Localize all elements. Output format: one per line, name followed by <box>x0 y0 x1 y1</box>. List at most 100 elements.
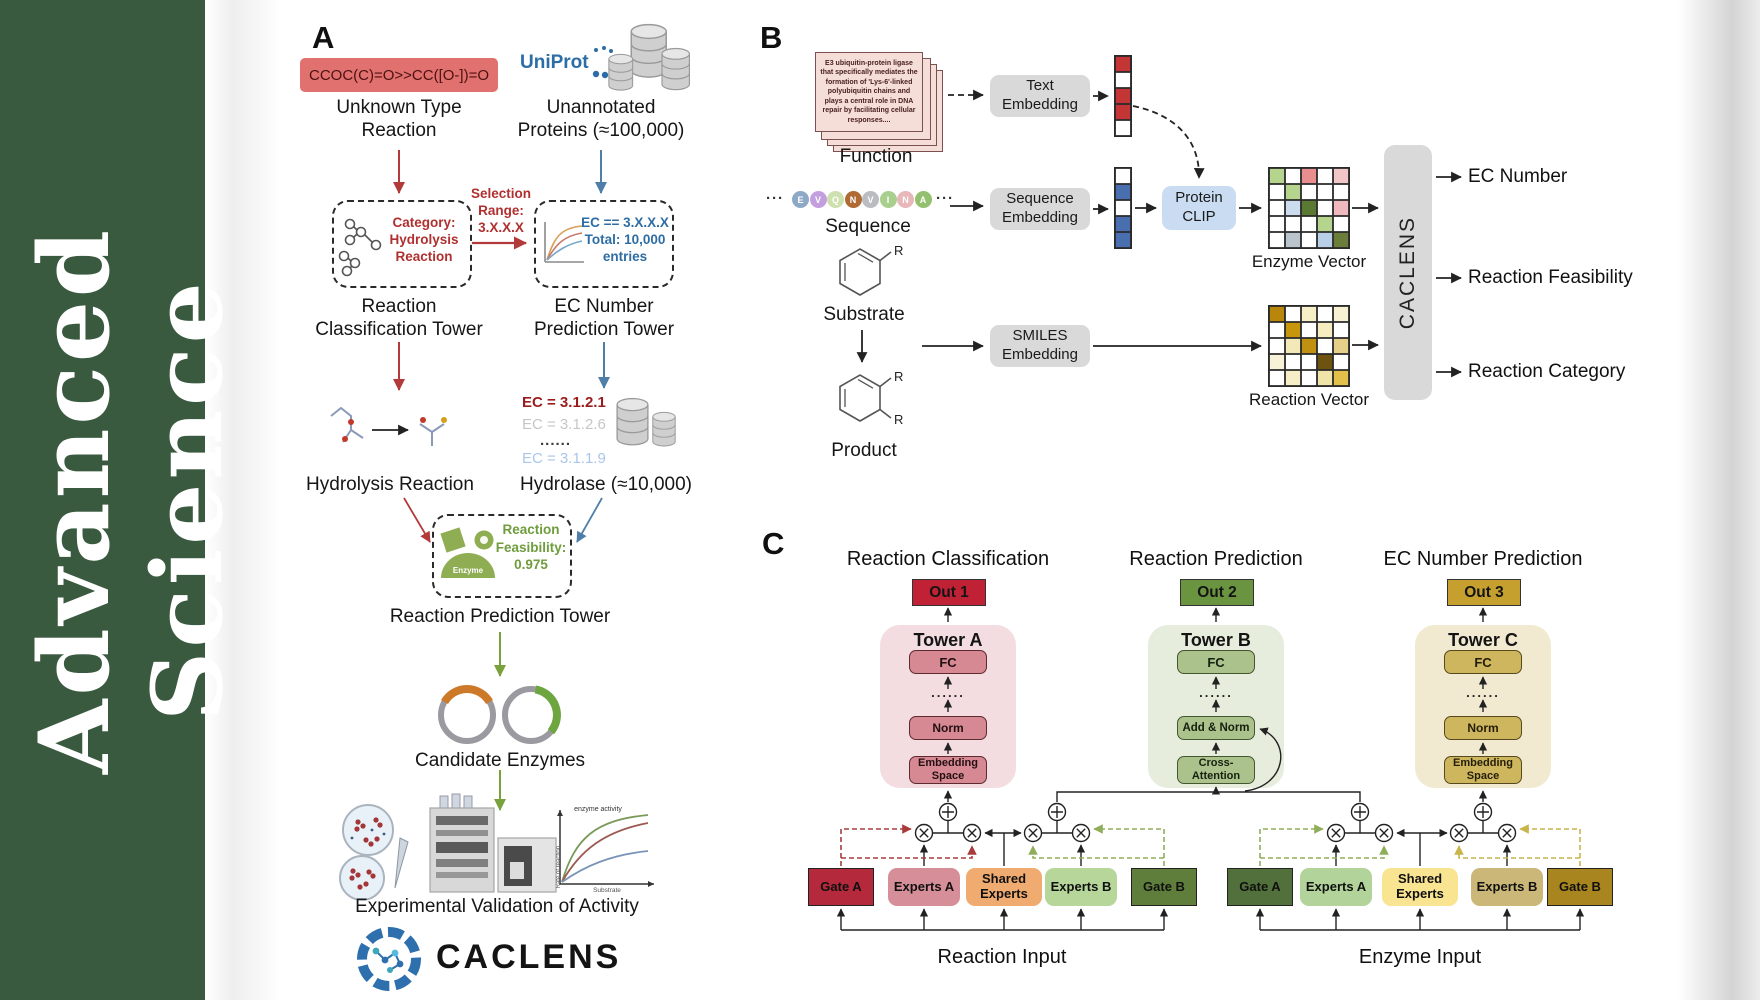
ec-result-2: EC = 3.1.2.6 <box>522 416 606 433</box>
function-card-text: E3 ubiquitin-protein ligase that specifi… <box>820 59 918 124</box>
hydrolysis-molecules <box>330 406 447 446</box>
reaction-vector-label: Reaction Vector <box>1248 390 1370 409</box>
out-2-box: Out 2 <box>1180 579 1254 606</box>
hplc-instrument-icon <box>429 793 557 893</box>
output-reaction-feasibility: Reaction Feasibility <box>1468 267 1633 288</box>
function-card: E3 ubiquitin-protein ligase that specifi… <box>815 52 923 132</box>
text-embedding-vector <box>1114 55 1132 137</box>
reaction-input-label: Reaction Input <box>937 946 1067 968</box>
reaction-classification-dashed-box <box>332 200 472 288</box>
residue-circle: N <box>844 191 862 208</box>
tower-b-title: Tower B <box>1181 630 1251 650</box>
tower-b-add-norm: Add & Norm <box>1177 716 1255 740</box>
sequence-label: Sequence <box>825 216 911 237</box>
petri-dish-icon <box>339 804 409 901</box>
residue-circle: E <box>792 191 809 208</box>
experimental-validation-label: Experimental Validation of Activity <box>355 896 639 917</box>
journal-title: Advanced Science <box>18 225 244 775</box>
reaction-gate-a: Gate A <box>808 868 874 906</box>
enzyme-vector-matrix <box>1268 167 1350 249</box>
caclens-model-label: CACLENS <box>1396 215 1419 330</box>
panel-a-label: A <box>312 20 335 55</box>
product-molecule <box>839 374 892 422</box>
hydrolase-database-icon <box>616 397 676 447</box>
sequence-ellipsis-right: ··· <box>936 190 954 207</box>
journal-sidebar: Advanced Science <box>0 0 244 1000</box>
ec-result-1: EC = 3.1.2.1 <box>522 394 606 411</box>
hydrolysis-reaction-label: Hydrolysis Reaction <box>306 474 474 495</box>
tower-a: Tower A FC ...... Norm Embedding Space <box>880 625 1016 788</box>
enzyme-icon-label: Enzyme <box>452 566 484 575</box>
tower-b-dots: ...... <box>1199 685 1233 700</box>
substrate-r-group: R <box>894 243 904 258</box>
caclens-brand-text: CACLENS <box>436 938 622 976</box>
tower-c-fc: FC <box>1444 650 1522 674</box>
enzyme-input-label: Enzyme Input <box>1358 946 1482 968</box>
classification-tower-label: Reaction Classification Tower <box>315 296 483 340</box>
plot-annotation: enzyme activity <box>574 806 622 813</box>
panel-c-label: C <box>762 526 785 561</box>
header-reaction-prediction: Reaction Prediction <box>1129 548 1303 570</box>
reaction-prediction-tower-label: Reaction Prediction Tower <box>389 606 611 627</box>
enzyme-shared-experts: Shared Experts <box>1382 868 1458 906</box>
product-label: Product <box>831 440 897 461</box>
smiles-embedding-box: SMILES Embedding <box>990 325 1090 367</box>
protein-clip-box: Protein CLIP <box>1162 186 1236 230</box>
residue-circle: V <box>809 191 827 208</box>
function-label: Function <box>839 146 913 167</box>
tower-a-dots: ...... <box>931 685 965 700</box>
tower-c-title: Tower C <box>1448 630 1518 650</box>
selection-range-label: Selection Range: 3.X.X.X <box>470 186 532 235</box>
hydrolase-label: Hydrolase (≈10,000) <box>519 474 693 495</box>
caclens-model-box: CACLENS <box>1384 145 1432 400</box>
enzyme-vector-label: Enzyme Vector <box>1251 252 1367 271</box>
reaction-feasibility-dashed-box <box>432 514 572 598</box>
enzyme-gate-b: Gate B <box>1547 868 1613 906</box>
ec-result-dots: ...... <box>540 432 572 449</box>
product-r-group-bottom: R <box>894 412 904 427</box>
caclens-logo-icon <box>357 927 421 991</box>
residue-circle: N <box>897 191 914 208</box>
feasibility-score-label: Reaction Feasibility: 0.975 <box>495 522 567 573</box>
candidate-enzymes-label: Candidate Enzymes <box>414 750 586 771</box>
tower-a-fc: FC <box>909 650 987 674</box>
ec-result-3: EC = 3.1.1.9 <box>522 450 606 467</box>
ec-curves-icon <box>544 222 584 263</box>
unannotated-proteins-label: Unannotated Proteins (≈100,000) <box>517 97 685 141</box>
substrate-label: Substrate <box>823 304 905 325</box>
tower-a-norm: Norm <box>909 716 987 740</box>
plasmid-icons <box>438 685 561 744</box>
enzyme-gate-a: Gate A <box>1227 868 1293 906</box>
tower-a-title: Tower A <box>913 630 983 650</box>
output-reaction-category: Reaction Category <box>1468 361 1626 382</box>
panel-b-label: B <box>760 20 783 55</box>
header-reaction-classification: Reaction Classification <box>846 548 1050 570</box>
protein-database-icon <box>608 23 691 91</box>
product-r-group-top: R <box>894 369 904 384</box>
reaction-vector-matrix <box>1268 305 1350 387</box>
sequence-ellipsis-left: ··· <box>766 190 784 207</box>
activity-plot-icon <box>557 810 654 887</box>
tower-c-norm: Norm <box>1444 716 1522 740</box>
category-hydrolysis-label: Category: Hydrolysis Reaction <box>389 215 459 264</box>
molecule-cluster-icon <box>338 218 382 277</box>
sequence-embedding-vector <box>1114 167 1132 249</box>
ec-filter-dashed-box <box>534 200 674 288</box>
tower-c: Tower C FC ...... Norm Embedding Space <box>1415 625 1551 788</box>
header-ec-number-prediction: EC Number Prediction <box>1383 548 1583 570</box>
tower-a-embedding-space: Embedding Space <box>909 756 987 784</box>
page-right-shadow <box>1678 0 1760 1000</box>
output-ec-number: EC Number <box>1468 166 1568 187</box>
tower-b: Tower B FC ...... Add & Norm Cross- Atte… <box>1148 625 1284 788</box>
reaction-shared-experts: Shared Experts <box>966 868 1042 906</box>
residue-circle: A <box>914 191 932 208</box>
tower-b-cross-attention: Cross- Attention <box>1177 756 1255 784</box>
smiles-reaction-chip: CCOC(C)=O>>CC([O-])=O <box>300 58 498 92</box>
ec-tower-label: EC Number Prediction Tower <box>533 296 675 340</box>
enzyme-experts-b: Experts B <box>1471 868 1543 906</box>
residue-circle: V <box>862 191 879 208</box>
page-left-shadow <box>205 0 300 1000</box>
